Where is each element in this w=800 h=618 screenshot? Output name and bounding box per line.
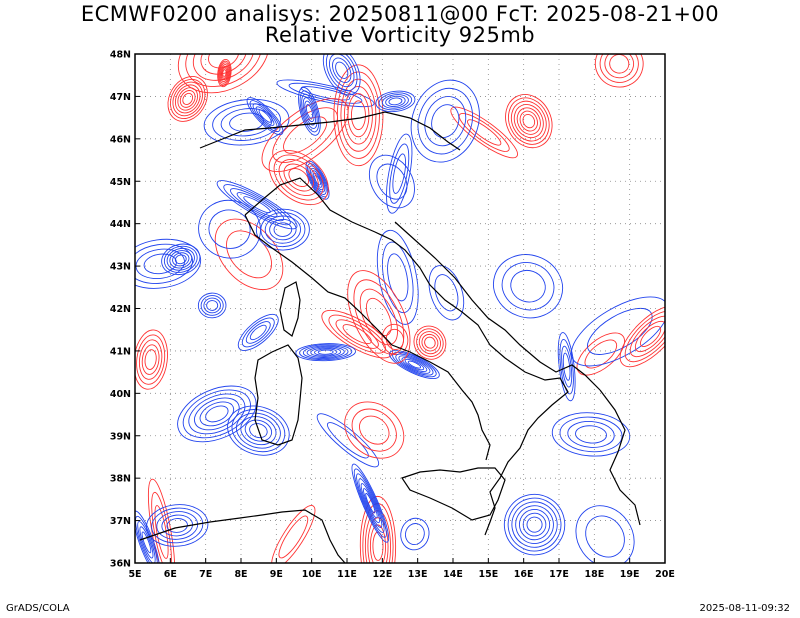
- lon-tick-label: 19E: [620, 569, 640, 580]
- footer-timestamp: 2025-08-11-09:32: [699, 603, 790, 614]
- lon-tick-label: 9E: [270, 569, 283, 580]
- lon-tick-label: 11E: [337, 569, 357, 580]
- lat-tick-label: 36N: [110, 559, 131, 570]
- lon-tick-label: 5E: [128, 569, 141, 580]
- latitude-axis: 36N 37N 38N 39N 40N 41N 42N 43N 44N 45N 46N 47N 48N: [110, 50, 140, 570]
- lat-tick-label: 44N: [110, 219, 131, 230]
- lat-tick-label: 42N: [110, 304, 131, 315]
- lat-tick-label: 45N: [110, 177, 131, 188]
- lat-tick-label: 43N: [110, 262, 131, 273]
- lat-tick-label: 41N: [110, 346, 131, 357]
- contour-field: [135, 54, 665, 563]
- lon-tick-label: 20E: [655, 569, 675, 580]
- lat-tick-label: 47N: [110, 92, 131, 103]
- lon-tick-label: 13E: [408, 569, 428, 580]
- coastline: [139, 111, 641, 563]
- lon-tick-label: 15E: [478, 569, 498, 580]
- lon-tick-label: 14E: [443, 569, 463, 580]
- lon-tick-label: 8E: [234, 569, 247, 580]
- lon-tick-label: 6E: [164, 569, 177, 580]
- lon-tick-label: 12E: [372, 569, 392, 580]
- lon-tick-label: 7E: [199, 569, 212, 580]
- lat-tick-label: 37N: [110, 516, 131, 527]
- lat-tick-label: 40N: [110, 389, 131, 400]
- lat-tick-label: 39N: [110, 431, 131, 442]
- lat-tick-label: 46N: [110, 134, 131, 145]
- lon-tick-label: 10E: [302, 569, 322, 580]
- map-subtitle: Relative Vorticity 925mb: [264, 23, 536, 47]
- lat-tick-label: 38N: [110, 474, 131, 485]
- map-title: ECMWF0200 analisys: 20250811@00 FcT: 202…: [80, 2, 720, 26]
- longitude-axis: 5E 6E 7E 8E 9E 10E 11E 12E 13E 14E 15E 16E 17E 18E 19E…: [128, 558, 675, 580]
- lat-tick-label: 48N: [110, 50, 131, 61]
- lon-tick-label: 17E: [549, 569, 569, 580]
- footer-software-credit: GrADS/COLA: [6, 603, 70, 614]
- lon-tick-label: 16E: [514, 569, 534, 580]
- lon-tick-label: 18E: [584, 569, 604, 580]
